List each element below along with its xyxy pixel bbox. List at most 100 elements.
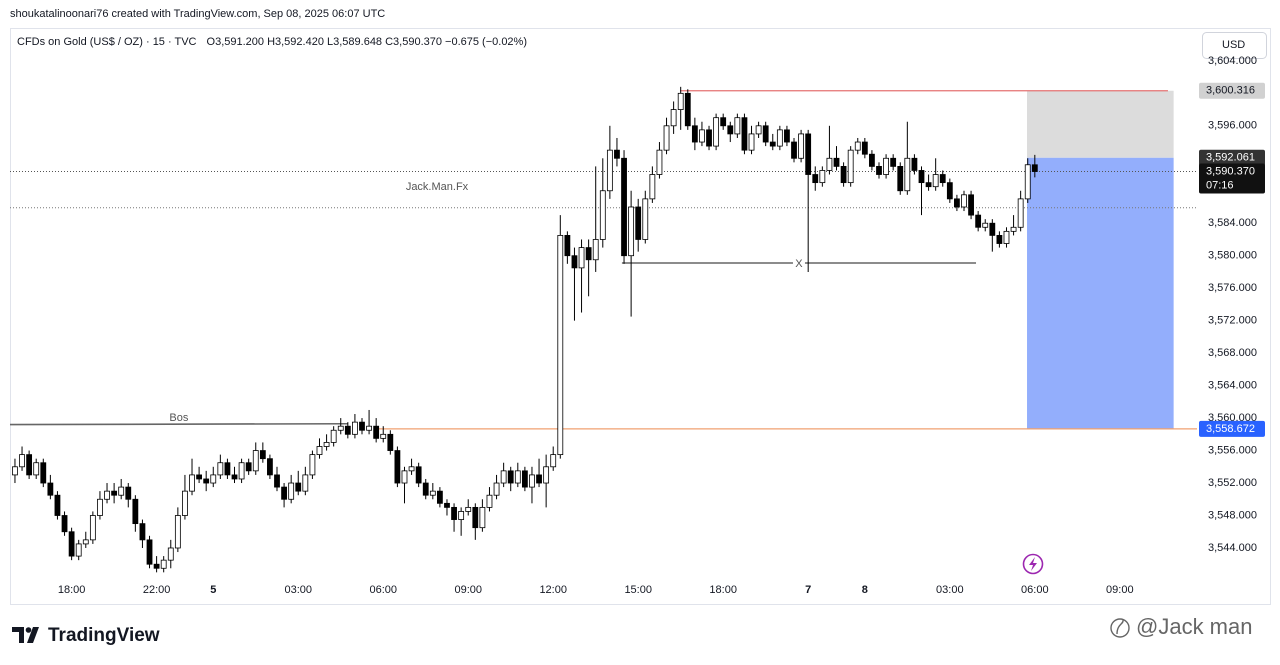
candle-body xyxy=(330,429,337,443)
target-zone xyxy=(1027,157,1174,429)
candle-body xyxy=(125,486,132,500)
candle-body xyxy=(252,450,259,472)
candle-body xyxy=(819,170,826,184)
candle-body xyxy=(465,506,472,512)
candle-body xyxy=(514,470,521,484)
candle-body xyxy=(543,466,550,484)
candle-body xyxy=(826,157,833,171)
candle-body xyxy=(769,141,776,147)
candle-body xyxy=(961,194,967,208)
countdown: 07:16 xyxy=(1206,179,1234,191)
y-tick-label: 3,584.000 xyxy=(1208,217,1257,229)
candle-body xyxy=(238,462,245,480)
candle-body xyxy=(472,506,479,529)
candle-body xyxy=(968,194,974,216)
target-price-label: 3,558.672 xyxy=(1206,423,1255,435)
candle-body xyxy=(68,531,75,557)
candle-body xyxy=(904,157,911,192)
x-tick-label: 09:00 xyxy=(1106,584,1134,596)
candle-body xyxy=(642,198,649,240)
candle-body xyxy=(436,490,443,504)
y-tick-label: 3,564.000 xyxy=(1208,380,1257,392)
candle-body xyxy=(720,117,727,127)
candle-body xyxy=(656,149,663,175)
candle-body xyxy=(847,149,854,184)
candle-body xyxy=(189,474,195,492)
candle-body xyxy=(61,515,68,533)
candle-body xyxy=(939,174,946,184)
candle-body xyxy=(883,157,889,175)
candle-body xyxy=(429,490,436,496)
candle-body xyxy=(776,129,783,147)
candle-body xyxy=(805,133,812,175)
candle-body xyxy=(635,206,642,240)
candle-body xyxy=(946,182,953,200)
candle-body xyxy=(1003,230,1010,244)
candle-body xyxy=(557,235,564,456)
candle-body xyxy=(352,421,358,435)
logo-dot xyxy=(25,627,32,633)
candle-body xyxy=(267,458,273,476)
candle-body xyxy=(174,515,181,549)
candle-body xyxy=(422,482,429,496)
candle-body xyxy=(996,235,1003,244)
candle-body xyxy=(507,470,514,484)
candle-body xyxy=(897,165,904,192)
stop-price-label: 3,600.316 xyxy=(1206,85,1255,97)
candle-body xyxy=(500,470,507,484)
candle-body xyxy=(33,462,40,476)
candle-body xyxy=(47,482,54,496)
y-tick-label: 3,576.000 xyxy=(1208,282,1257,294)
candle-body xyxy=(167,547,174,561)
alert-bolt[interactable] xyxy=(1029,557,1037,571)
candle-body xyxy=(75,543,82,557)
candle-body xyxy=(323,442,330,447)
candle-body xyxy=(536,474,542,484)
candle-body xyxy=(854,141,861,151)
candle-body xyxy=(104,490,110,500)
candle-body xyxy=(564,235,571,257)
x-tick-label: 5 xyxy=(210,584,216,596)
candle-body xyxy=(954,198,960,208)
candle-body xyxy=(160,559,167,569)
candle-body xyxy=(784,129,790,143)
alert-icon[interactable] xyxy=(1022,553,1044,575)
stop-zone xyxy=(1027,90,1174,158)
y-tick-label: 3,596.000 xyxy=(1208,120,1257,132)
candle-body xyxy=(791,141,797,159)
currency-button[interactable] xyxy=(1202,32,1267,59)
candle-body xyxy=(337,425,344,431)
candle-body xyxy=(989,222,996,236)
x-tick-label: 03:00 xyxy=(936,584,964,596)
candle-body xyxy=(394,450,401,484)
entry-price-label: 3,592.061 xyxy=(1206,152,1255,164)
candle-body xyxy=(925,182,932,188)
currency[interactable]: USD xyxy=(1222,39,1245,51)
candle-body xyxy=(444,502,450,508)
candle-body xyxy=(1017,198,1024,228)
candle-body xyxy=(663,125,670,151)
candle-body xyxy=(146,539,153,565)
candle-body xyxy=(649,174,656,200)
candle-body xyxy=(691,125,698,143)
candle-body xyxy=(182,490,188,516)
candle-body xyxy=(281,486,287,500)
y-tick-label: 3,552.000 xyxy=(1208,477,1257,489)
candle-body xyxy=(111,490,118,496)
candle-body xyxy=(932,174,939,188)
candle-body xyxy=(699,129,705,143)
candle-body xyxy=(550,454,557,468)
candle-body xyxy=(1024,164,1031,200)
logo-t xyxy=(12,627,24,643)
candle-body xyxy=(585,247,592,261)
candle-body xyxy=(97,498,103,516)
x-tick-label: 18:00 xyxy=(709,584,737,596)
annotation-label: X xyxy=(795,258,803,270)
candle-body xyxy=(755,125,762,135)
credit-logo xyxy=(1110,618,1130,638)
candle-body xyxy=(869,153,875,167)
candle-body xyxy=(684,92,691,127)
candle-body xyxy=(366,425,372,431)
candle-body xyxy=(82,539,89,545)
